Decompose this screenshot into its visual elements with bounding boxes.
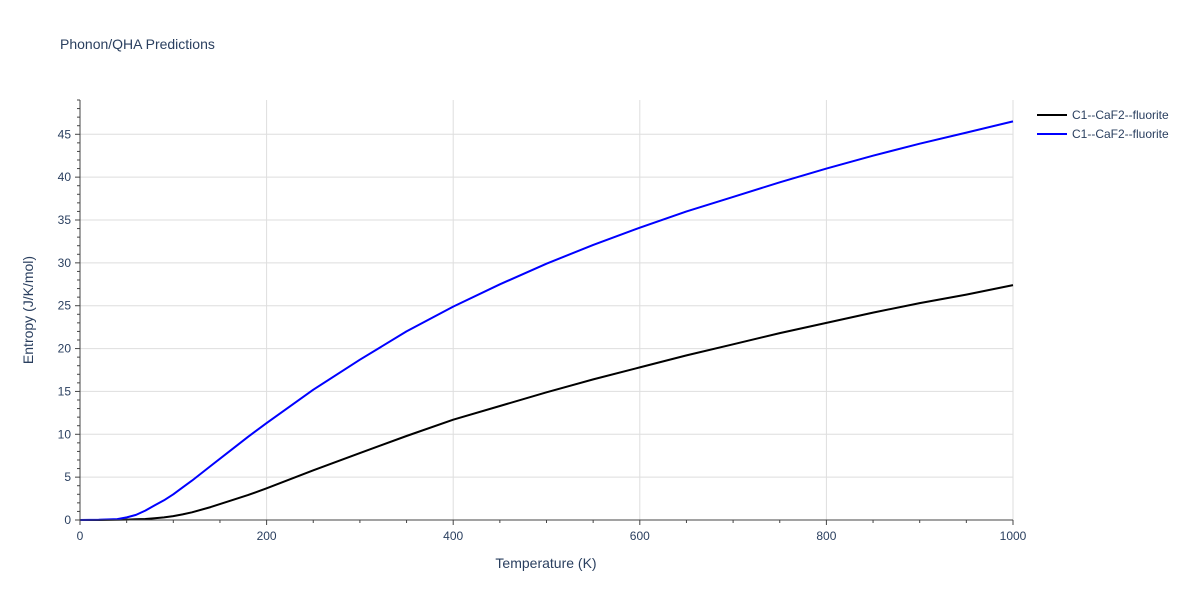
- x-tick-label: 800: [816, 529, 836, 543]
- y-tick-label: 25: [58, 299, 72, 313]
- x-tick-label: 1000: [1000, 529, 1027, 543]
- y-tick-label: 45: [58, 127, 72, 141]
- chart-title: Phonon/QHA Predictions: [60, 36, 215, 52]
- x-tick-label: 200: [257, 529, 277, 543]
- legend-label: C1--CaF2--fluorite: [1072, 127, 1169, 141]
- legend-item-1[interactable]: C1--CaF2--fluorite: [1037, 108, 1169, 122]
- x-tick-label: 600: [630, 529, 650, 543]
- y-tick-label: 20: [58, 342, 72, 356]
- grid-lines: [80, 100, 1014, 520]
- series-line-1[interactable]: [80, 284, 1014, 521]
- y-tick-label: 10: [58, 427, 72, 441]
- series-line-2[interactable]: [79, 120, 1014, 521]
- legend-label: C1--CaF2--fluorite: [1072, 108, 1169, 122]
- legend[interactable]: C1--CaF2--fluorite C1--CaF2--fluorite: [1037, 108, 1169, 141]
- axes: 0 200 400 600 800 1000 0 5 10 15 20 25 30 35 40 45: [58, 99, 1027, 543]
- y-tick-label: 5: [64, 470, 71, 484]
- y-tick-label: 40: [58, 170, 72, 184]
- x-tick-label: 0: [77, 529, 84, 543]
- y-tick-label: 30: [58, 256, 72, 270]
- y-tick-label: 35: [58, 213, 72, 227]
- x-tick-label: 400: [443, 529, 463, 543]
- x-axis-title: Temperature (K): [495, 555, 596, 571]
- y-axis-title: Entropy (J/K/mol): [20, 256, 36, 364]
- y-tick-label: 0: [64, 513, 71, 527]
- series-layer: [79, 120, 1014, 521]
- legend-item-2[interactable]: C1--CaF2--fluorite: [1037, 127, 1169, 141]
- y-tick-label: 15: [58, 384, 72, 398]
